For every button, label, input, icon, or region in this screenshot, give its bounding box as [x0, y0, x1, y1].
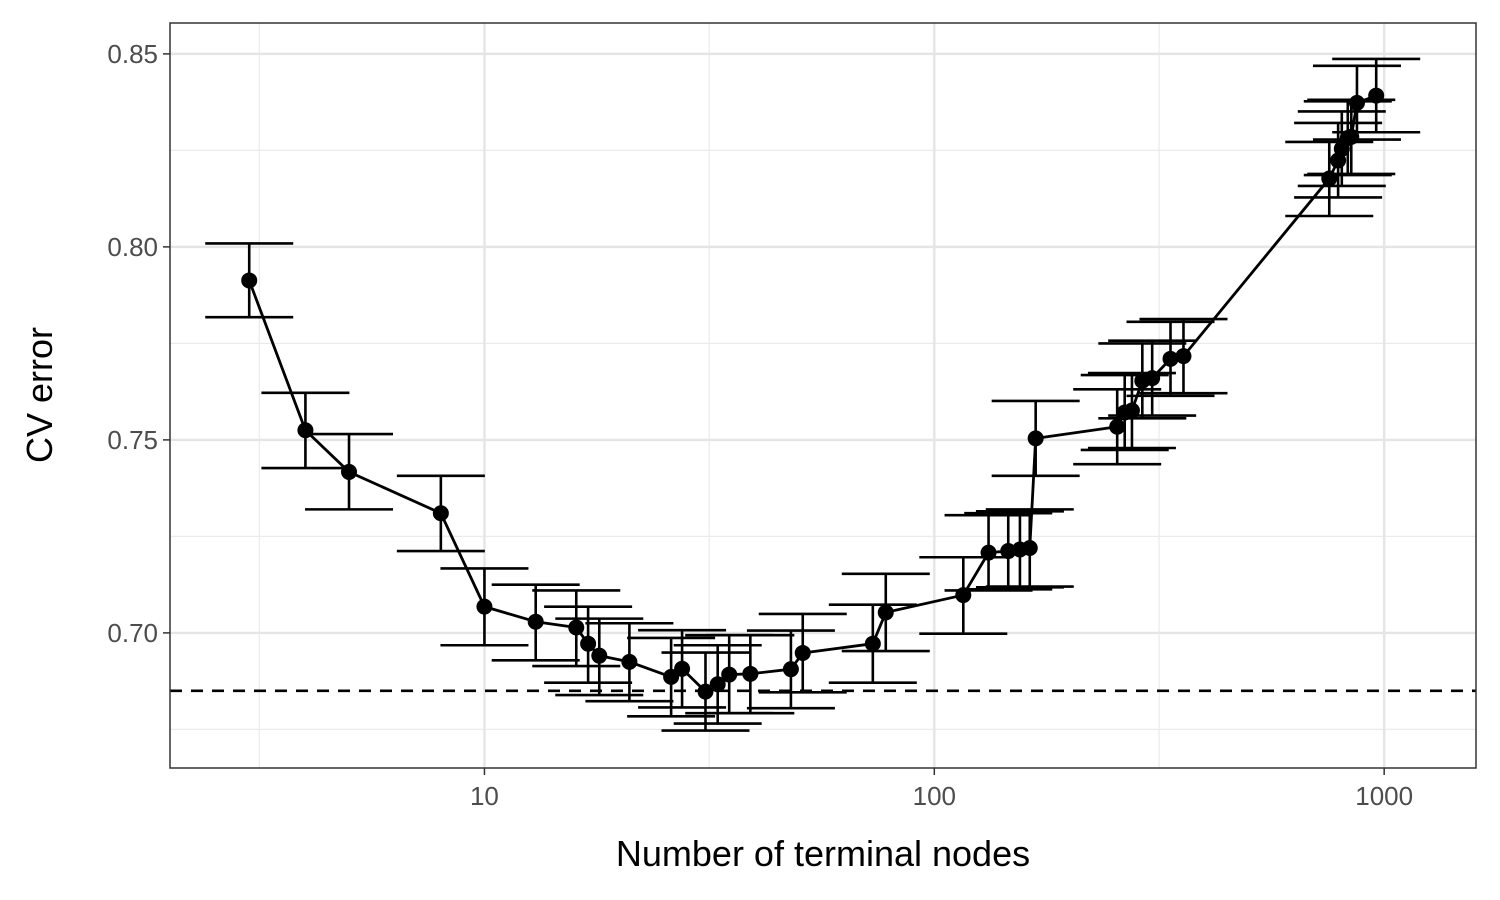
data-point — [621, 653, 638, 670]
data-point — [1109, 418, 1126, 435]
y-tick-label: 0.70 — [107, 618, 158, 648]
data-point — [955, 587, 972, 604]
y-tick-label: 0.85 — [107, 39, 158, 69]
data-point — [1027, 430, 1044, 447]
x-tick-label: 10 — [470, 781, 499, 811]
data-point — [591, 647, 608, 664]
y-axis-title: CV error — [19, 327, 60, 463]
data-point — [1368, 87, 1385, 104]
plot-background — [170, 23, 1476, 768]
data-point — [580, 635, 597, 652]
data-point — [709, 676, 726, 693]
data-point — [674, 660, 691, 677]
data-point — [980, 544, 997, 561]
data-point — [1321, 170, 1338, 187]
x-tick-label: 100 — [913, 781, 956, 811]
data-point — [1123, 402, 1140, 419]
data-point — [341, 463, 358, 480]
data-point — [663, 668, 680, 685]
data-point — [1348, 94, 1365, 111]
data-point — [877, 604, 894, 621]
data-point — [527, 613, 544, 630]
data-point — [1021, 539, 1038, 556]
data-point — [794, 644, 811, 661]
data-point — [721, 666, 738, 683]
series-line — [247, 94, 1377, 693]
x-axis-title: Number of terminal nodes — [616, 833, 1030, 874]
data-point — [1343, 128, 1360, 145]
major-gridlines — [170, 23, 1476, 768]
data-point — [241, 272, 258, 289]
data-point — [1000, 543, 1017, 560]
data-point — [297, 422, 314, 439]
data-point — [697, 683, 714, 700]
data-point — [432, 505, 449, 522]
data-point — [782, 661, 799, 678]
series-line-layer — [247, 94, 1377, 693]
y-axis: 0.70 0.75 0.80 0.85 — [107, 39, 170, 648]
x-tick-label: 1000 — [1355, 781, 1413, 811]
data-point — [864, 635, 881, 652]
data-point — [476, 598, 493, 615]
data-points — [241, 87, 1385, 700]
data-point — [1175, 348, 1192, 365]
data-point — [1144, 370, 1161, 387]
x-axis: 10 100 1000 — [470, 768, 1413, 811]
data-point — [1162, 350, 1179, 367]
y-tick-label: 0.80 — [107, 232, 158, 262]
data-point — [742, 665, 759, 682]
plot-border — [169, 22, 1477, 769]
data-point — [568, 619, 585, 636]
minor-gridlines — [170, 23, 1476, 768]
y-tick-label: 0.75 — [107, 425, 158, 455]
